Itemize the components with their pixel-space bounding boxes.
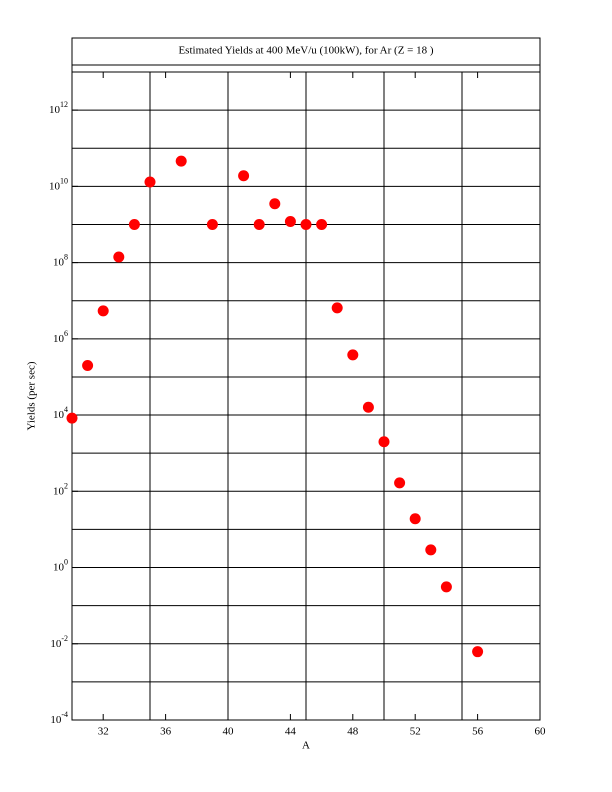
y-tick-base: 10: [50, 637, 62, 649]
x-tick-label: 36: [160, 726, 172, 738]
y-tick-label: 100: [53, 557, 68, 573]
point: [97, 305, 109, 317]
y-axis-label: Yields (per sec): [26, 361, 38, 430]
y-tick-exp: 6: [64, 329, 68, 338]
x-tick-label: 32: [98, 726, 109, 738]
y-tick-exp: 10: [60, 176, 68, 185]
point: [331, 302, 343, 314]
y-tick-label: 1012: [49, 100, 68, 116]
y-tick-base: 10: [53, 332, 65, 344]
y-tick-exp: -2: [61, 634, 68, 643]
point: [82, 359, 94, 371]
y-tick-label: 10-2: [50, 634, 68, 650]
x-tick-label: 56: [472, 726, 484, 738]
point: [300, 218, 312, 230]
point: [238, 170, 250, 182]
y-tick-base: 10: [49, 180, 61, 192]
point: [269, 198, 281, 210]
point: [409, 513, 421, 525]
y-tick-exp: 12: [60, 100, 68, 109]
point: [394, 477, 406, 489]
y-tick-label: 104: [53, 405, 68, 421]
x-tick-label: 48: [347, 726, 359, 738]
point: [284, 215, 296, 227]
y-tick-base: 10: [53, 561, 65, 573]
point: [175, 155, 187, 167]
y-tick-exp: 8: [64, 252, 68, 261]
x-tick-label: 52: [410, 726, 421, 738]
y-tick-label: 106: [53, 329, 68, 345]
y-tick-exp: 4: [64, 405, 68, 414]
point: [362, 401, 374, 413]
point: [440, 581, 452, 593]
point: [378, 436, 390, 448]
y-tick-label: 108: [53, 252, 68, 268]
point: [113, 251, 125, 263]
point: [144, 176, 156, 188]
point: [253, 218, 265, 230]
y-tick-base: 10: [53, 256, 65, 268]
y-tick-label: 1010: [49, 176, 68, 192]
x-tick-label: 40: [223, 726, 235, 738]
x-tick-label: 60: [535, 726, 547, 738]
point: [316, 218, 328, 230]
point: [425, 544, 437, 556]
y-tick-exp: 0: [64, 557, 68, 566]
y-tick-exp: -4: [61, 710, 68, 719]
point: [206, 218, 218, 230]
x-tick-label: 44: [285, 726, 297, 738]
point: [472, 646, 484, 658]
y-tick-label: 10-4: [50, 710, 68, 726]
point: [347, 349, 359, 361]
point: [66, 412, 78, 424]
y-tick-exp: 2: [64, 481, 68, 490]
y-tick-base: 10: [49, 104, 61, 116]
y-tick-base: 10: [53, 485, 65, 497]
chart-title: Estimated Yields at 400 MeV/u (100kW), f…: [178, 45, 433, 57]
y-tick-base: 10: [53, 409, 65, 421]
point: [128, 218, 140, 230]
x-axis-label: A: [302, 740, 310, 752]
y-tick-label: 102: [53, 481, 68, 497]
y-tick-base: 10: [50, 714, 62, 726]
